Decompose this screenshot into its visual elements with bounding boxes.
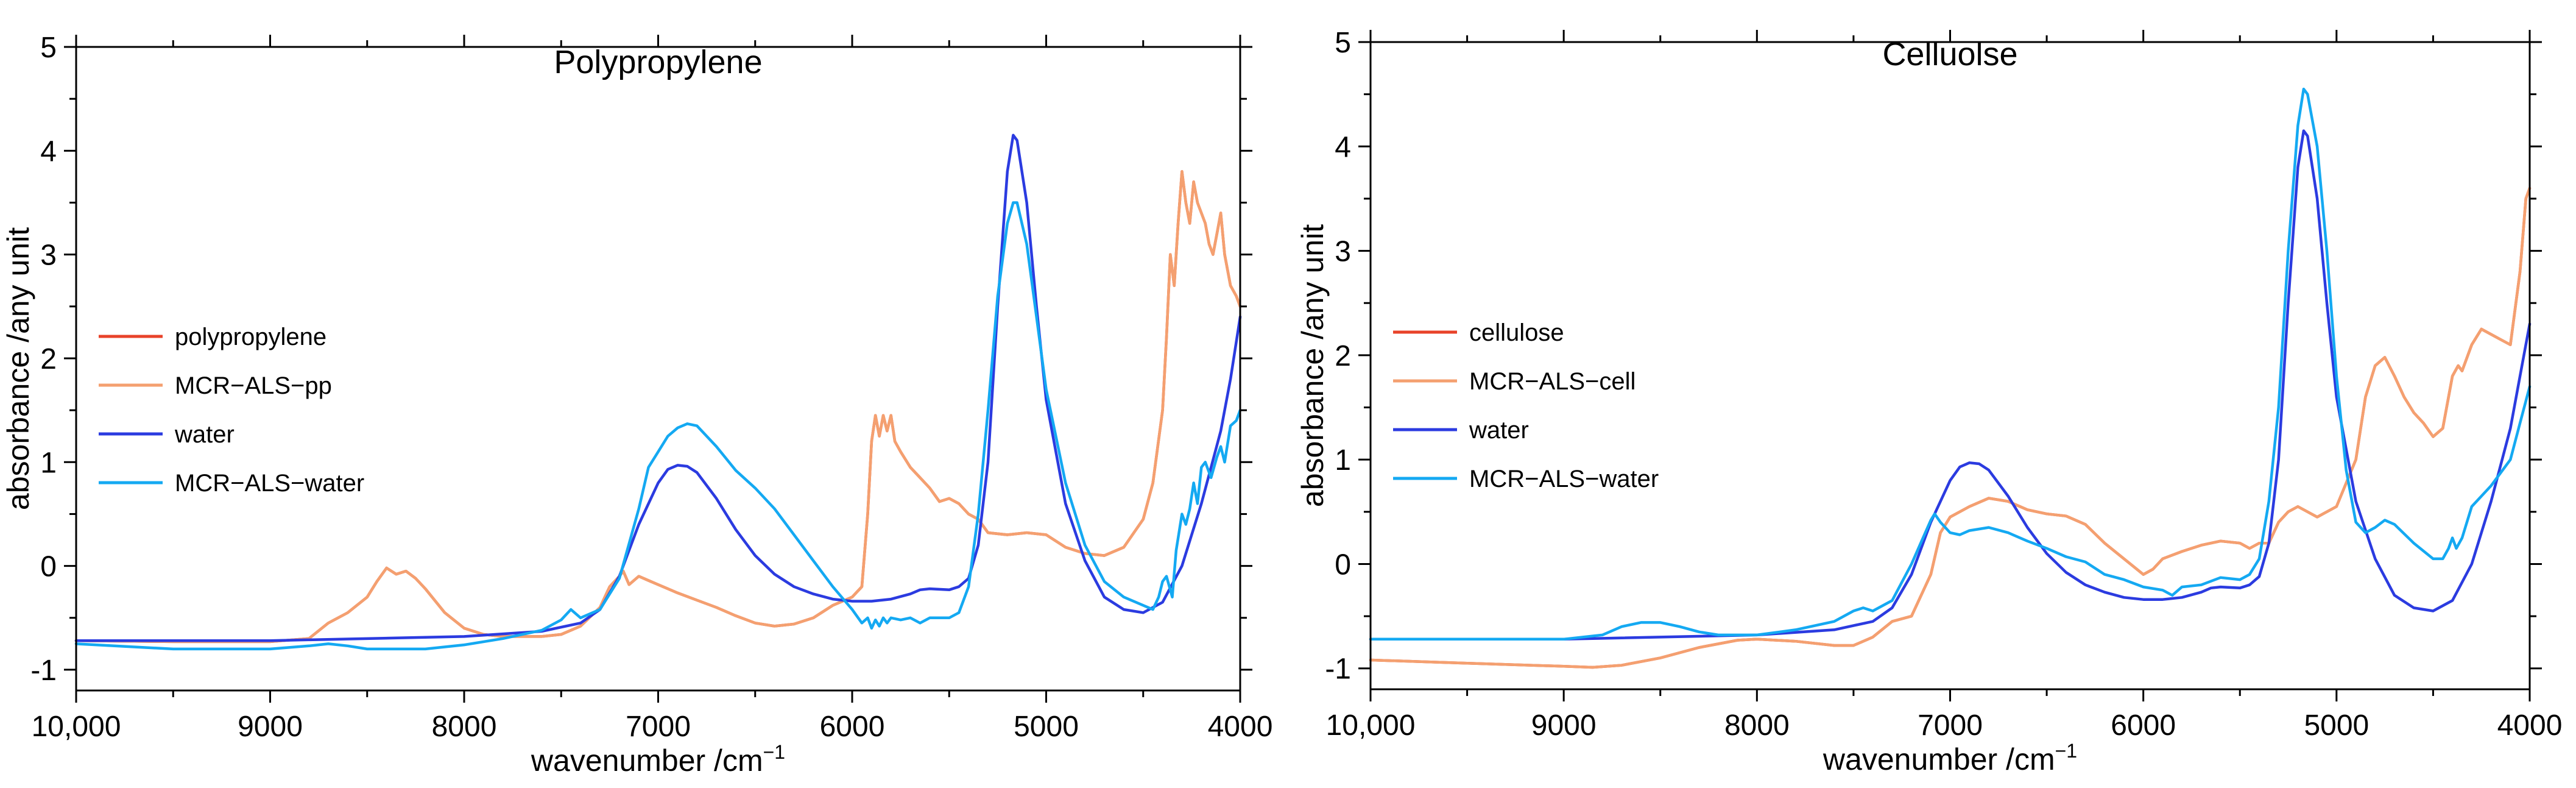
x-tick-label: 6000: [2111, 709, 2176, 742]
x-axis-title-superscript: −1: [2055, 740, 2077, 762]
x-tick-label: 7000: [626, 711, 691, 743]
y-tick-label: 3: [40, 240, 57, 272]
legend: polypropylene MCR−ALS−pp water MCR−ALS−wate…: [99, 324, 364, 497]
legend-label-1: polypropylene: [175, 324, 326, 350]
legend-label-3: water: [174, 421, 235, 448]
chart-panel-2: 10,000 9000 8000 7000 6000 5000 4000 -1 0 1 2 3 4 5 Ce…: [1296, 27, 2562, 776]
y-axis-title: absorbance /any unit: [1, 227, 35, 510]
x-axis-title: wavenumber /cm−1: [531, 741, 785, 778]
y-tick-label: 0: [1335, 548, 1351, 581]
legend-label-1: cellulose: [1469, 319, 1564, 346]
series-line-4: [74, 201, 1242, 651]
series-line-1: [74, 170, 1242, 644]
legend-label-4: MCR−ALS−water: [175, 470, 364, 497]
series-line-1: [1369, 186, 2532, 669]
series-line-3: [1369, 129, 2532, 641]
series-line-2: [74, 170, 1242, 644]
y-tick-label: 3: [1335, 236, 1351, 268]
y-tick-label: 4: [40, 135, 57, 168]
x-tick-label: 9000: [1531, 709, 1597, 742]
x-tick-label: 7000: [1918, 709, 1983, 742]
plot-frame: [1369, 41, 2531, 690]
x-axis-title-text: wavenumber /cm: [531, 744, 763, 778]
y-tick-label: 0: [40, 551, 57, 583]
legend-label-2: MCR−ALS−pp: [175, 372, 332, 399]
x-tick-label: 10,000: [32, 711, 121, 743]
x-tick-label: 6000: [820, 711, 885, 743]
y-tick-label: 1: [40, 447, 57, 479]
chart-panel-1: 10,000 9000 8000 7000 6000 5000 4000 -1 0 1 2 3 4 5 Po…: [1, 32, 1272, 778]
chart-title: Polypropylene: [554, 44, 762, 80]
y-tick-label: 5: [1335, 27, 1351, 59]
x-axis-title: wavenumber /cm−1: [1823, 740, 2077, 776]
x-tick-label: 8000: [1724, 709, 1790, 742]
x-tick-label: 10,000: [1326, 709, 1416, 742]
series-line-2: [1369, 186, 2532, 669]
series-group: [1369, 87, 2532, 669]
series-line-4: [1369, 87, 2532, 641]
x-tick-label: 5000: [1014, 711, 1079, 743]
plot-frame: [75, 46, 1241, 692]
x-tick-label: 8000: [432, 711, 497, 743]
y-tick-label: -1: [1325, 653, 1351, 686]
x-tick-label: 9000: [238, 711, 303, 743]
legend: cellulose MCR−ALS−cell water MCR−ALS−water: [1393, 319, 1659, 492]
x-axis-title-superscript: −1: [763, 741, 785, 763]
x-tick-label: 5000: [2304, 709, 2369, 742]
series-group: [74, 133, 1242, 651]
legend-label-2: MCR−ALS−cell: [1469, 368, 1636, 395]
y-tick-label: 4: [1335, 131, 1351, 163]
y-tick-label: 2: [40, 343, 57, 375]
y-tick-label: 1: [1335, 444, 1351, 477]
chart-title: Celluolse: [1882, 36, 2017, 73]
y-tick-label: 2: [1335, 340, 1351, 372]
y-axis-title: absorbance /any unit: [1296, 224, 1330, 507]
y-tick-label: 5: [40, 32, 57, 64]
series-line-3: [74, 133, 1242, 642]
legend-label-4: MCR−ALS−water: [1469, 466, 1659, 492]
y-tick-label: -1: [30, 655, 57, 687]
legend-label-3: water: [1469, 417, 1529, 444]
x-tick-label: 4000: [1208, 711, 1273, 743]
x-tick-label: 4000: [2497, 709, 2563, 742]
x-axis-title-text: wavenumber /cm: [1823, 742, 2055, 776]
